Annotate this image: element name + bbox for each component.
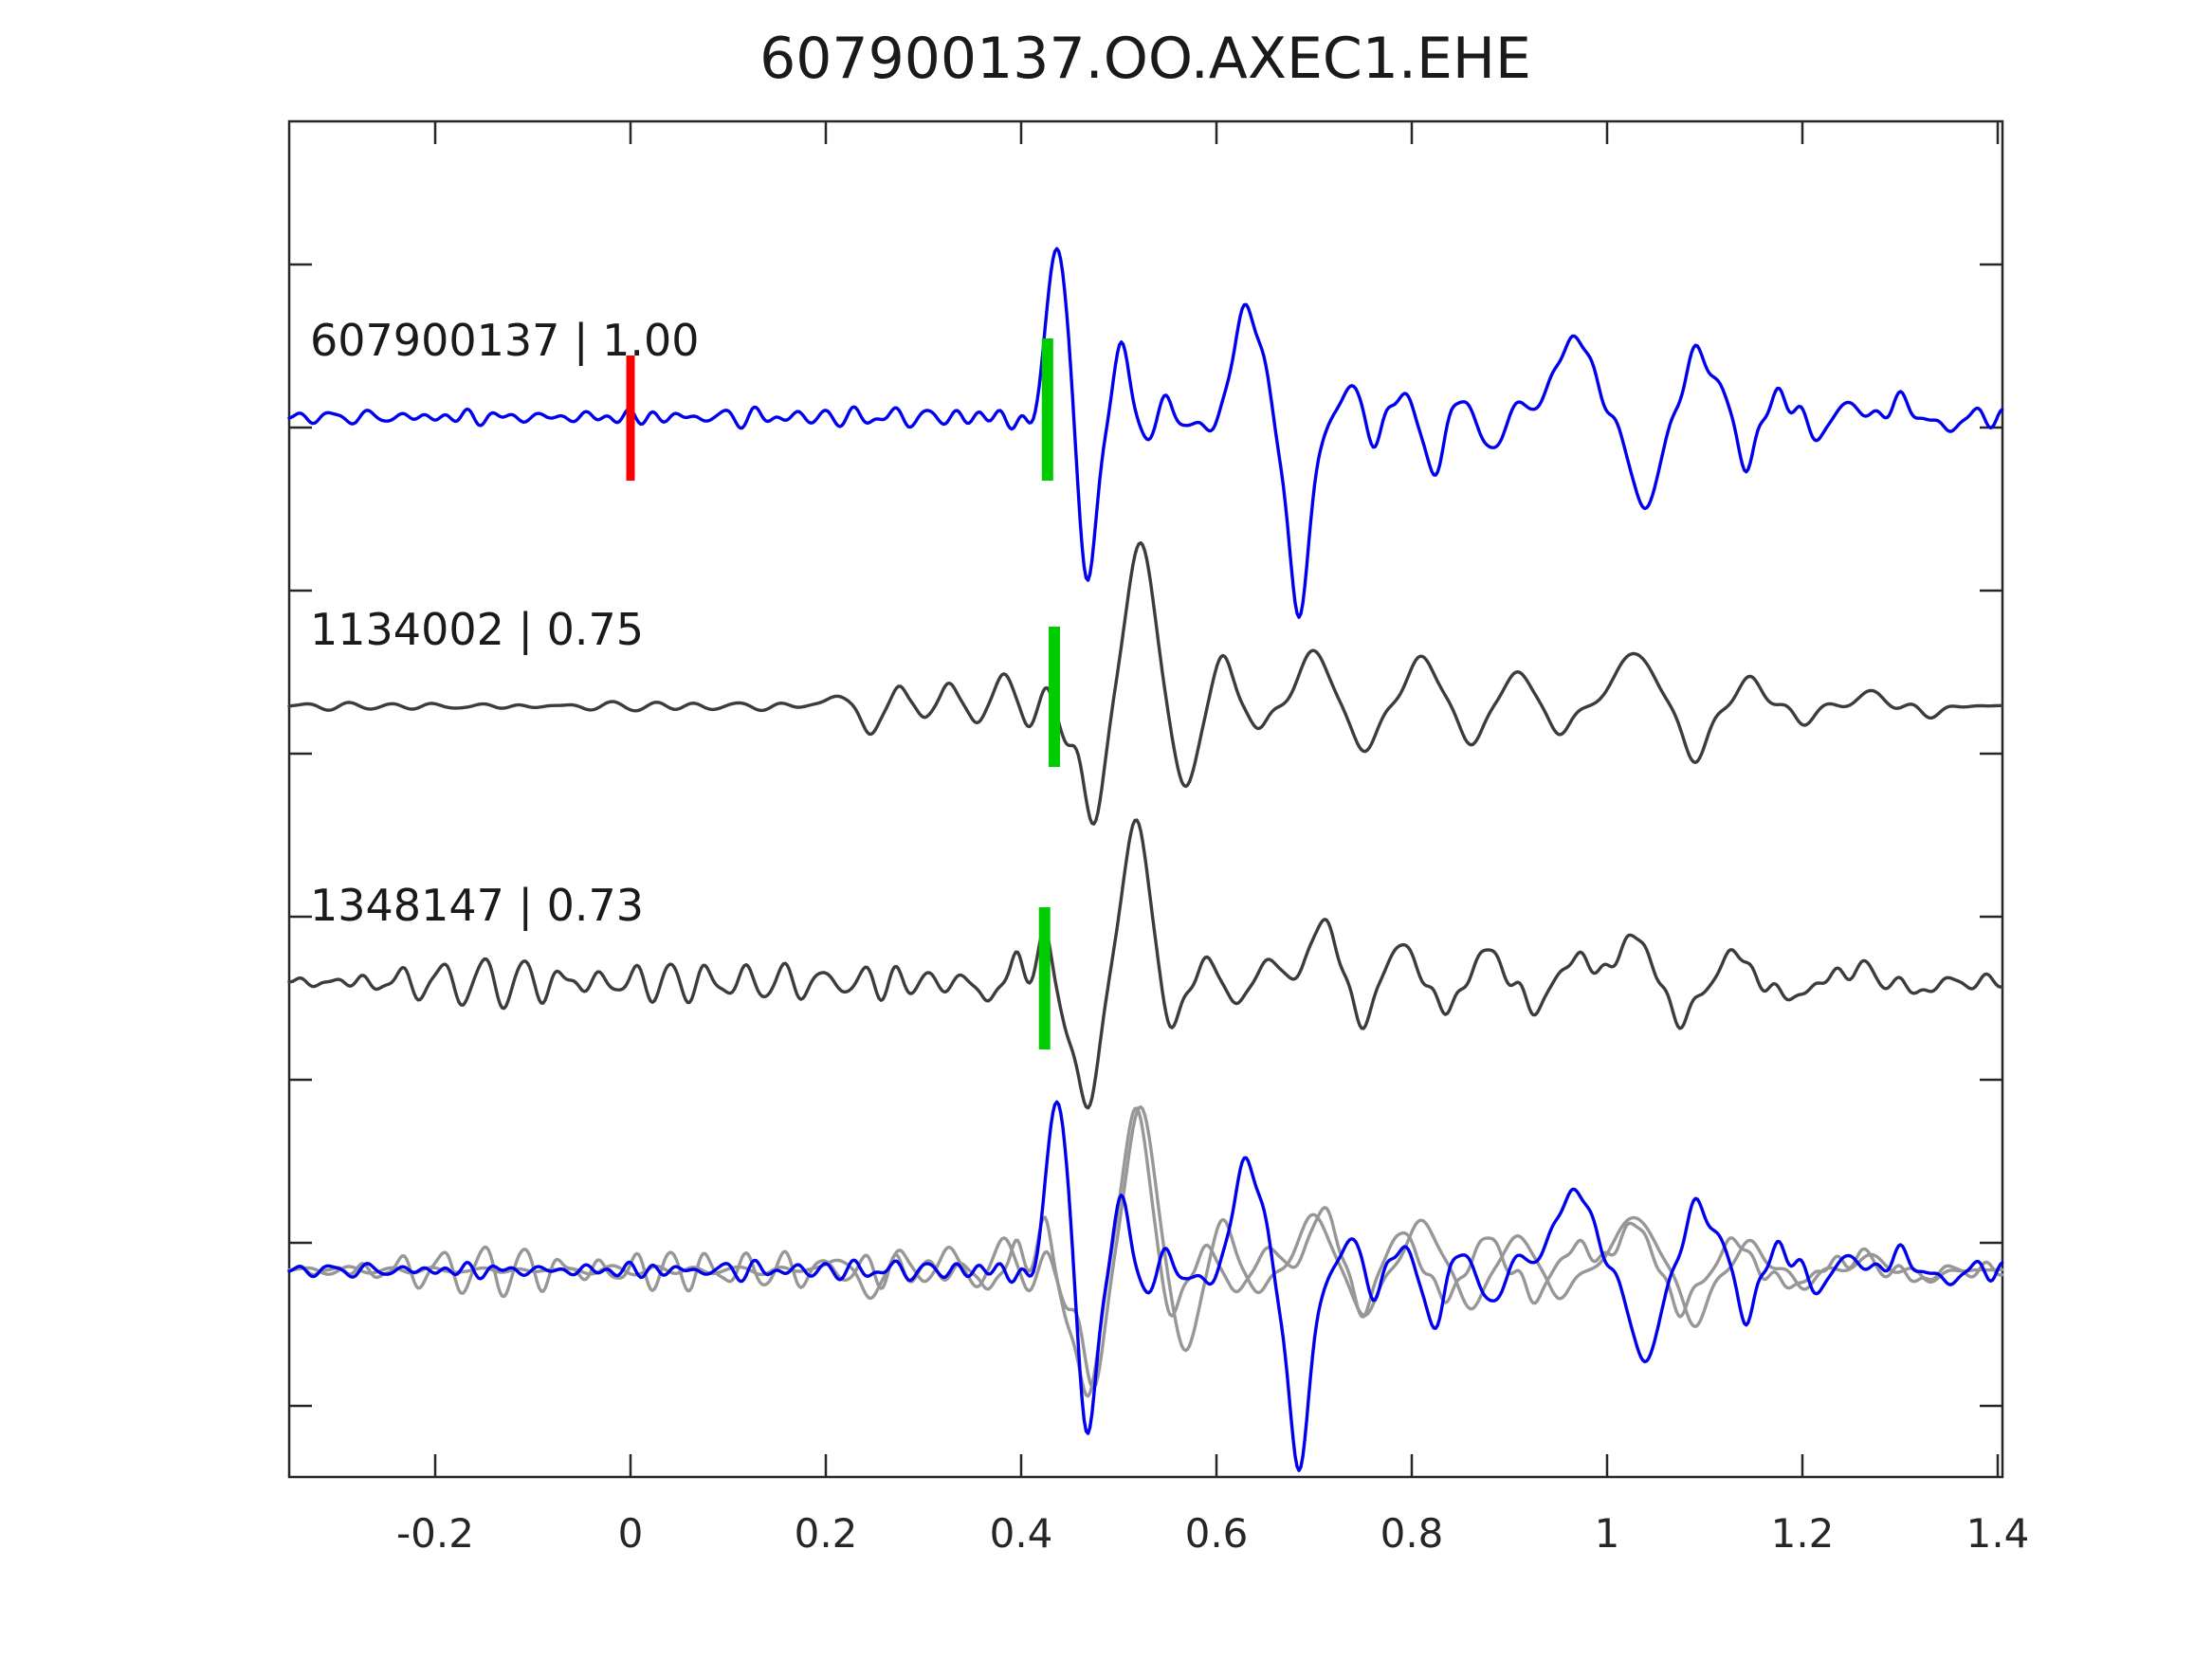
trace-overlay-t3 xyxy=(287,1106,2004,1398)
x-tick-label: 0.8 xyxy=(1380,1510,1444,1557)
waveform-traces xyxy=(287,246,2004,1472)
pick-markers xyxy=(626,338,1061,1049)
x-tick-label: 0.4 xyxy=(990,1510,1053,1557)
x-tick-label: 0.6 xyxy=(1185,1510,1249,1557)
x-tick-label: 1 xyxy=(1595,1510,1620,1557)
trace-label-detection-1134002: 1134002 | 0.75 xyxy=(310,604,644,656)
trace-detection-1134002-t2 xyxy=(287,540,2004,826)
trace-template-607900137-t1 xyxy=(287,246,2004,619)
x-tick-labels: -0.2 0 0.2 0.4 0.6 0.8 1 1.2 1.4 xyxy=(396,1510,2029,1557)
x-tick-label: 1.2 xyxy=(1771,1510,1835,1557)
chart-title: 607900137.OO.AXEC1.EHE xyxy=(759,26,1531,92)
trace-detection-1348147-t3 xyxy=(287,818,2004,1110)
trace-label-template-607900137: 607900137 | 1.00 xyxy=(310,315,700,367)
x-tick-label: 0 xyxy=(618,1510,644,1557)
trace-label-detection-1348147: 1348147 | 0.73 xyxy=(310,880,644,932)
x-tick-label: 0.2 xyxy=(795,1510,858,1557)
x-tick-label: -0.2 xyxy=(396,1510,474,1557)
plot-border xyxy=(287,119,2004,1479)
trace-overlay-t1 xyxy=(287,1100,2004,1472)
trace-labels: 607900137 | 1.00 1134002 | 0.75 1348147 | … xyxy=(310,315,700,932)
x-tick-label: 1.4 xyxy=(1966,1510,2030,1557)
